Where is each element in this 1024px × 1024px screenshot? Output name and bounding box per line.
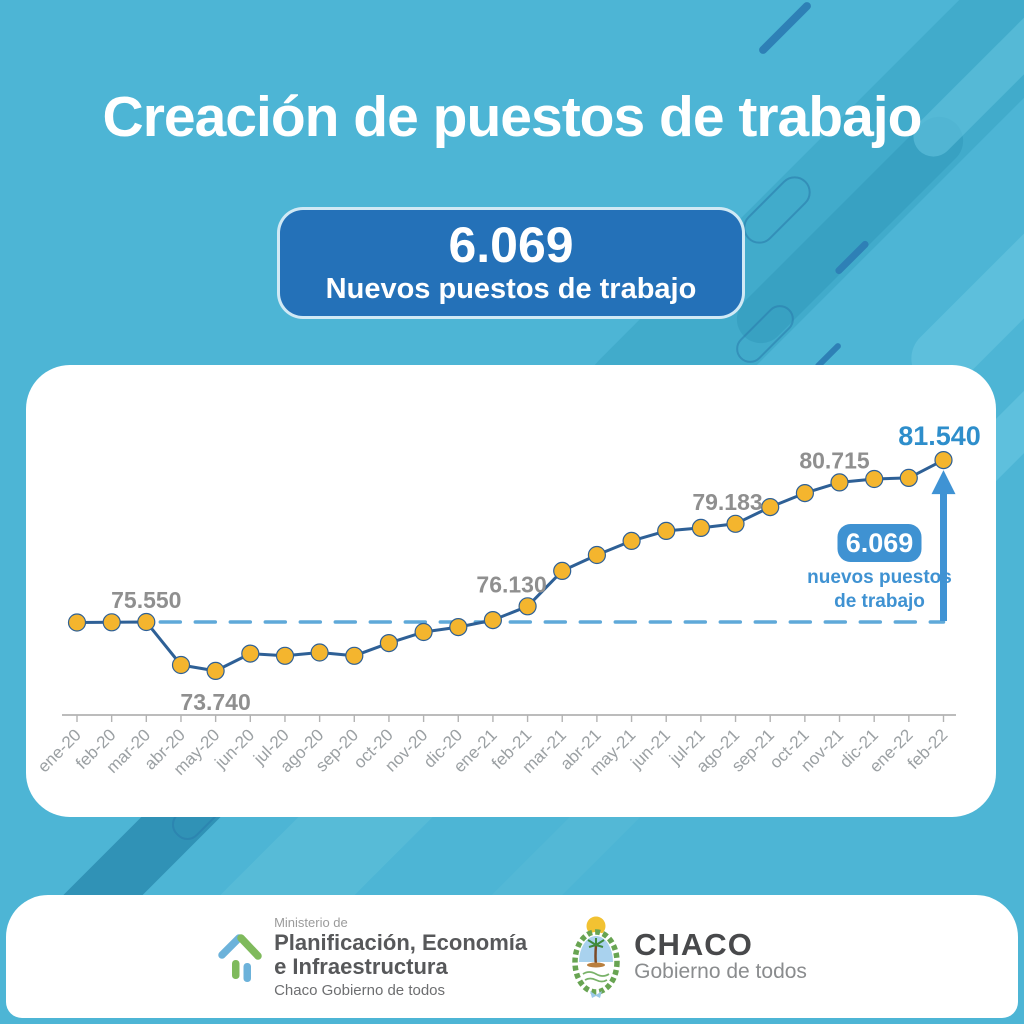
data-point bbox=[587, 545, 607, 565]
x-axis-label: feb-22 bbox=[904, 725, 952, 773]
point-label: 80.715 bbox=[799, 447, 870, 473]
government-name: CHACO bbox=[634, 926, 753, 962]
data-point bbox=[865, 469, 884, 489]
ministry-name2: e Infraestructura bbox=[274, 953, 448, 979]
annotation-badge bbox=[837, 524, 922, 562]
data-point bbox=[67, 613, 87, 632]
data-point bbox=[137, 612, 156, 632]
point-label: 81.540 bbox=[898, 421, 981, 451]
data-point bbox=[379, 634, 398, 653]
ministry-text: Ministerio de Planificación, Economía e … bbox=[274, 915, 527, 999]
data-point bbox=[553, 561, 572, 580]
chaco-shield-icon bbox=[572, 916, 620, 998]
point-label: 73.740 bbox=[180, 689, 250, 715]
x-axis-label: jun-21 bbox=[626, 725, 674, 773]
annotation-badge-value: 6.069 bbox=[846, 528, 914, 558]
ministry-sub: Chaco Gobierno de todos bbox=[274, 981, 446, 999]
jobs-line-chart: ene-20feb-20mar-20abr-20may-20jun-20jul-… bbox=[34, 421, 981, 779]
decor-stripe bbox=[757, 0, 813, 56]
annotation-line1: nuevos puestos bbox=[807, 567, 952, 588]
footer-bar: Ministerio de Planificación, Economía e … bbox=[6, 895, 1018, 1018]
data-point bbox=[795, 484, 815, 503]
point-label: 75.550 bbox=[111, 587, 181, 613]
data-point bbox=[171, 655, 191, 675]
data-point bbox=[483, 611, 502, 630]
data-point bbox=[449, 618, 468, 637]
data-point bbox=[345, 646, 364, 665]
chart-card: ene-20 feb-20 mar-20 abr-20 may-20 jun-20 jul-… bbox=[26, 365, 996, 817]
data-point bbox=[726, 514, 745, 533]
data-point bbox=[275, 646, 295, 665]
data-point bbox=[899, 468, 918, 488]
ministry-logo: Ministerio de Planificación, Economía e … bbox=[217, 915, 527, 999]
data-point bbox=[622, 531, 641, 550]
point-label: 79.183 bbox=[692, 489, 762, 515]
house-icon bbox=[218, 933, 262, 982]
ministry-pre: Ministerio de bbox=[274, 914, 348, 930]
data-point bbox=[657, 521, 676, 540]
highlight-label: Nuevos puestos de trabajo bbox=[325, 273, 697, 305]
chaco-logo: CHACO Gobierno de todos bbox=[569, 915, 807, 999]
point-label: 76.130 bbox=[476, 571, 546, 597]
data-point bbox=[241, 644, 260, 663]
data-point bbox=[102, 613, 121, 632]
growth-arrow-head bbox=[931, 470, 956, 495]
annotation-line2: de trabajo bbox=[834, 591, 925, 612]
data-point bbox=[206, 661, 225, 680]
data-point bbox=[761, 498, 780, 517]
page-title: Creación de puestos de trabajo bbox=[102, 85, 923, 149]
data-point bbox=[310, 643, 329, 662]
x-axis-label: ene-20 bbox=[34, 725, 85, 776]
data-point bbox=[691, 518, 711, 537]
data-point bbox=[414, 622, 433, 642]
data-point bbox=[518, 597, 537, 616]
data-point bbox=[830, 473, 849, 492]
data-point bbox=[934, 450, 953, 470]
government-sub: Gobierno de todos bbox=[634, 959, 807, 983]
highlight-box: 6.069 Nuevos puestos de trabajo bbox=[277, 207, 745, 319]
highlight-value: 6.069 bbox=[448, 217, 574, 273]
government-text: CHACO Gobierno de todos bbox=[634, 926, 807, 984]
ministry-name1: Planificación, Economía bbox=[274, 929, 528, 955]
x-axis-label: jun-20 bbox=[211, 725, 259, 773]
